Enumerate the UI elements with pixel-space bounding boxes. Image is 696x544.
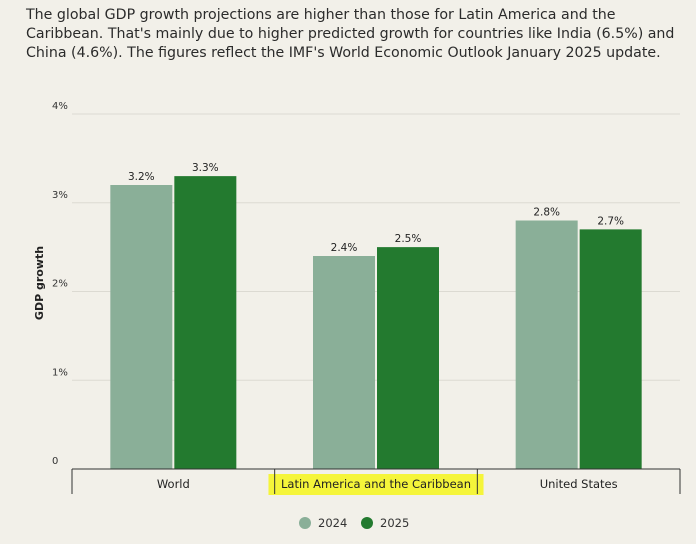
legend: 2024 2025 <box>299 516 409 530</box>
bar-2025 <box>579 229 642 469</box>
y-tick-label: 1% <box>52 367 68 378</box>
value-label: 2.8% <box>533 207 560 219</box>
legend-marker-2025 <box>361 517 373 529</box>
y-tick-label: 0 <box>52 456 58 467</box>
gridlines <box>72 113 680 381</box>
y-axis-label: GDP growth <box>33 246 46 320</box>
bar-2024 <box>313 256 375 469</box>
x-category-label: United States <box>540 477 618 491</box>
value-label: 2.7% <box>597 215 624 227</box>
y-tick-label: 2% <box>52 279 68 290</box>
value-label: 3.2% <box>128 171 155 183</box>
legend-label-2025: 2025 <box>380 516 409 530</box>
bar-2024 <box>110 185 173 469</box>
value-label: 3.3% <box>192 162 219 174</box>
legend-marker-2024 <box>299 517 311 529</box>
value-label: 2.5% <box>395 233 422 245</box>
chart-description: The global GDP growth projections are hi… <box>26 7 675 61</box>
x-axis: World Latin America and the Caribbean Unit… <box>71 468 681 495</box>
x-category-label: World <box>157 477 190 491</box>
value-label: 2.4% <box>331 242 358 254</box>
value-labels: 3.2% 3.3% 2.4% 2.5% 2.8% 2.7% <box>128 162 624 254</box>
category-highlight <box>268 474 484 495</box>
y-tick-label: 4% <box>52 101 68 112</box>
bar-2025 <box>377 247 439 469</box>
bar-2024 <box>515 220 578 469</box>
legend-label-2024: 2024 <box>318 516 347 530</box>
y-axis-ticks: 0 1% 2% 3% 4% <box>52 101 68 467</box>
bars <box>110 176 642 469</box>
x-category-label: Latin America and the Caribbean <box>281 477 471 491</box>
bar-2025 <box>174 176 237 469</box>
y-tick-label: 3% <box>52 190 68 201</box>
